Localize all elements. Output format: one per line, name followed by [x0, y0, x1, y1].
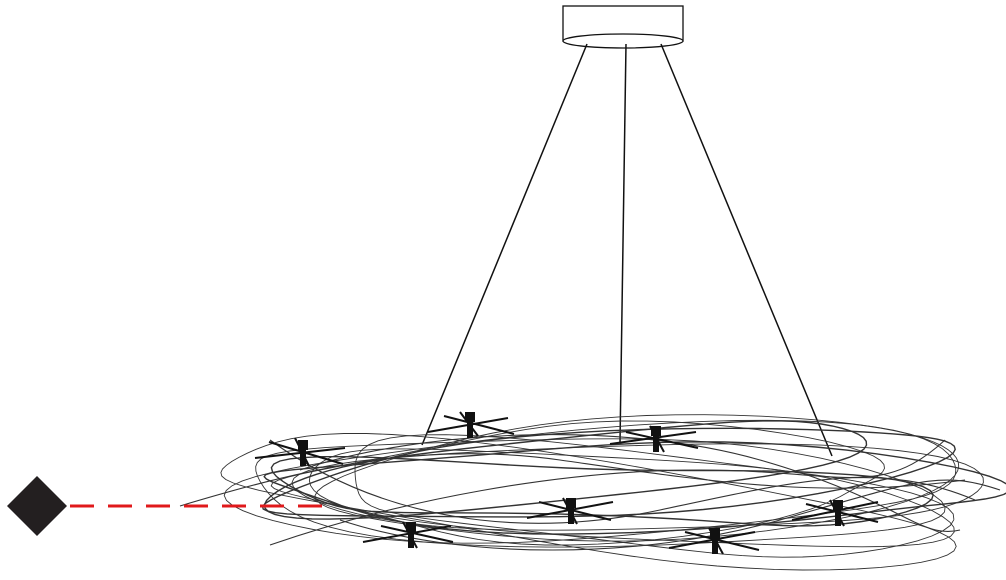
bulb-socket-icon [668, 527, 760, 555]
suspension-wire-right [660, 43, 833, 457]
bulb-socket-icon [791, 499, 879, 527]
wire-loop [291, 443, 984, 531]
wire-loop [263, 441, 1006, 535]
wire-loop [255, 438, 946, 548]
suspension-wires [421, 43, 833, 457]
wire-loop [354, 434, 955, 558]
wire-tangle [179, 414, 1006, 571]
wire-strand [269, 439, 946, 546]
bulb-sockets [254, 411, 879, 555]
wire-strand [269, 439, 976, 524]
pointer-callout [7, 476, 332, 536]
wire-strand [339, 479, 1001, 551]
bulb-socket-icon [362, 521, 454, 549]
bulb-socket-icon [526, 497, 614, 525]
wire-strand [179, 453, 966, 507]
ceiling-canopy-icon [562, 5, 684, 49]
bulb-socket-icon [254, 437, 346, 467]
wire-strand [299, 434, 961, 533]
wire-loop [261, 427, 956, 518]
wire-loop [220, 433, 957, 571]
wire-loop [270, 420, 885, 546]
bulb-socket-icon [609, 425, 699, 453]
suspension-wire-left [421, 43, 588, 446]
canopy-rim [562, 33, 684, 49]
diamond-marker-icon [7, 476, 67, 536]
wire-loop [263, 420, 868, 520]
wire-loop [223, 419, 957, 544]
suspension-wire-center [619, 43, 627, 443]
bulb-socket-icon [427, 411, 515, 438]
